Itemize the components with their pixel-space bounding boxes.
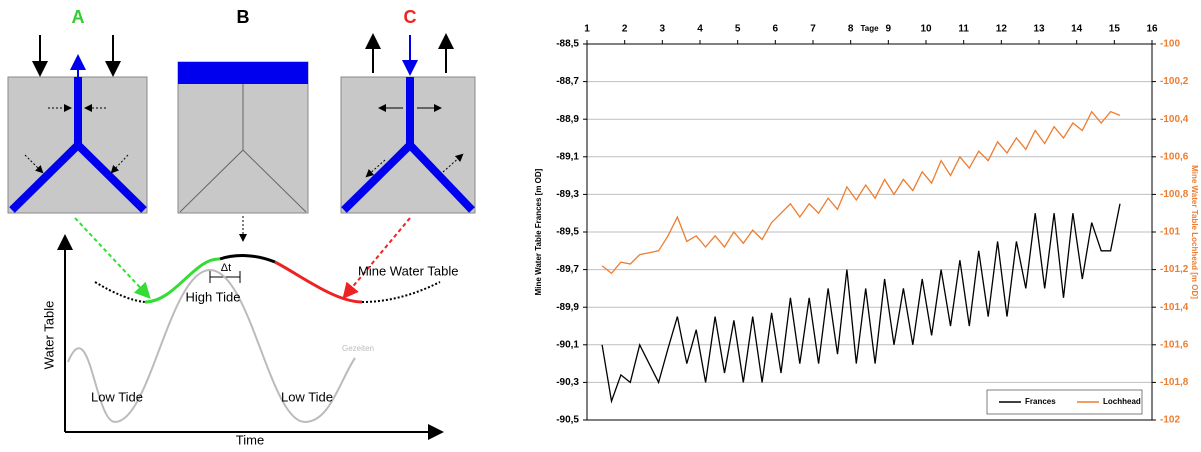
x-tick-label: 1 — [584, 24, 590, 35]
tide-label: Low Tide — [281, 389, 333, 404]
plot-frame — [586, 43, 1153, 421]
y-axis-label: Mine Water Table Frances [m OD] — [534, 168, 543, 295]
y2-tick-label: -102 — [1160, 415, 1180, 426]
x-tick-label: 13 — [1033, 24, 1045, 35]
y2-tick-label: -100,4 — [1160, 114, 1189, 125]
y-tick-label: -88,9 — [556, 114, 579, 125]
legend-label: Lochhead — [1103, 397, 1141, 406]
y2-axis-label: Mine Water Table Lochhead [m OD] — [1190, 165, 1199, 299]
x-tick-label: 2 — [622, 24, 628, 35]
curve-label: Mine Water Table — [358, 263, 458, 278]
y2-tick-label: -101,4 — [1160, 302, 1189, 313]
y-tick-label: -88,5 — [556, 39, 579, 50]
y-tick-label: -89,7 — [556, 264, 579, 275]
curve — [274, 260, 363, 304]
x-axis-label: Tage — [860, 24, 879, 33]
panel-label: C — [404, 7, 417, 27]
x-tick-label: 9 — [886, 24, 892, 35]
y2-tick-label: -101 — [1160, 227, 1180, 238]
panel-label: B — [237, 7, 250, 27]
tide-label: Low Tide — [91, 389, 143, 404]
arrow — [24, 154, 44, 174]
y2-tick-label: -100,8 — [1160, 189, 1189, 200]
x-tick-label: 12 — [996, 24, 1008, 35]
x-tick-label: 11 — [958, 24, 969, 35]
y2-tick-label: -100 — [1160, 39, 1180, 50]
y-tick-label: -89,3 — [556, 189, 579, 200]
x-tick-label: 10 — [920, 24, 932, 35]
series-line — [601, 110, 1121, 275]
x-tick-label: 6 — [773, 24, 779, 35]
panel-label: A — [72, 7, 85, 27]
curve — [94, 281, 146, 303]
x-tick-label: 8 — [848, 24, 854, 35]
y-tick-label: -89,5 — [556, 227, 579, 238]
x-tick-label: 4 — [697, 24, 703, 35]
axis-label: Water Table — [41, 301, 56, 370]
x-tick-label: 7 — [810, 24, 816, 35]
axis-label: Time — [236, 432, 264, 447]
y2-tick-label: -101,2 — [1160, 264, 1189, 275]
curve — [361, 281, 441, 303]
series-line — [601, 203, 1121, 404]
x-tick-label: 15 — [1109, 24, 1121, 35]
x-tick-label: 5 — [735, 24, 741, 35]
y2-tick-label: -100,2 — [1160, 76, 1189, 87]
y-tick-label: -90,1 — [556, 339, 579, 350]
y-tick-label: -90,3 — [556, 377, 579, 388]
curve — [219, 254, 276, 264]
channel — [341, 77, 475, 213]
chart: -90,5 -90,3 -90,1 -89,9 -89,7 -89,5 -89,3 -89,1… — [534, 24, 1199, 426]
y-tick-label: -89,1 — [556, 151, 579, 162]
legend-label: Frances — [1025, 397, 1056, 406]
curve — [144, 257, 221, 304]
tide-label: High Tide — [186, 289, 241, 304]
connector — [342, 217, 411, 300]
y2-tick-label: -101,8 — [1160, 377, 1189, 388]
x-tick-label: 3 — [660, 24, 666, 35]
connector — [74, 217, 151, 299]
water-layer — [178, 62, 308, 84]
x-tick-label: 16 — [1146, 24, 1158, 35]
arrow — [365, 159, 386, 178]
tide-curve — [67, 268, 356, 424]
x-tick-label: 14 — [1071, 24, 1083, 35]
arrow — [442, 153, 464, 173]
y-tick-label: -88,7 — [556, 76, 579, 87]
delta-label: Δt — [221, 262, 231, 274]
diagram: A B C Δt Mine Water Table High Tide Low … — [7, 7, 476, 447]
y-tick-label: -90,5 — [556, 415, 579, 426]
y2-tick-label: -100,6 — [1160, 151, 1189, 162]
channel — [179, 84, 307, 213]
tide-legend: Gezeiten — [342, 344, 374, 353]
y2-tick-label: -101,6 — [1160, 339, 1189, 350]
y-tick-label: -89,9 — [556, 302, 579, 313]
